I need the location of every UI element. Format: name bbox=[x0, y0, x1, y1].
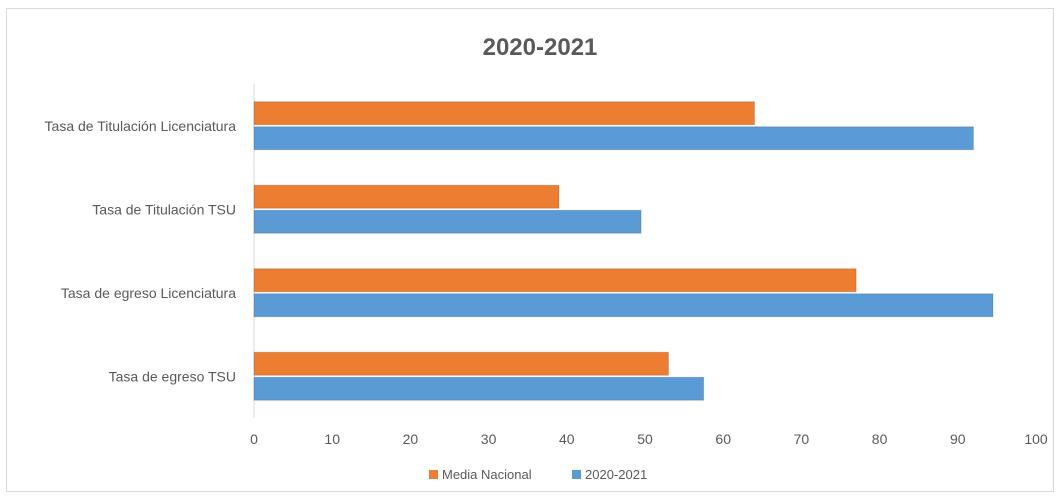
bar-media-nacional bbox=[253, 184, 560, 209]
chart-title: 2020-2021 bbox=[483, 34, 598, 61]
x-tick-label: 50 bbox=[637, 431, 653, 447]
x-tick-label: 20 bbox=[403, 431, 419, 447]
bar-2020-2021 bbox=[253, 293, 994, 318]
legend-label: Media Nacional bbox=[442, 467, 532, 482]
bar-2020-2021 bbox=[253, 126, 974, 151]
x-tick-label: 0 bbox=[250, 431, 258, 447]
x-tick-label: 40 bbox=[559, 431, 575, 447]
bar-2020-2021 bbox=[253, 376, 705, 401]
x-tick-label: 30 bbox=[481, 431, 497, 447]
x-tick-label: 100 bbox=[1024, 431, 1048, 447]
plot-area: Tasa de Titulación Licenciatura Tasa de T… bbox=[45, 84, 1048, 447]
x-tick-label: 70 bbox=[794, 431, 810, 447]
legend-label: 2020-2021 bbox=[585, 467, 647, 482]
bar-media-nacional bbox=[253, 268, 857, 293]
x-tick-label: 80 bbox=[872, 431, 888, 447]
x-tick-label: 60 bbox=[715, 431, 731, 447]
legend-item: Media Nacional bbox=[429, 467, 532, 482]
bar-media-nacional bbox=[253, 101, 755, 126]
legend-item: 2020-2021 bbox=[572, 467, 647, 482]
category-label: Tasa de Titulación TSU bbox=[92, 201, 236, 217]
bar-2020-2021 bbox=[253, 209, 642, 234]
legend-swatch bbox=[572, 470, 581, 479]
category-label: Tasa de egreso TSU bbox=[109, 368, 236, 384]
category-label: Tasa de egreso Licenciatura bbox=[61, 285, 236, 301]
x-tick-label: 90 bbox=[950, 431, 966, 447]
legend-swatch bbox=[429, 470, 438, 479]
category-label: Tasa de Titulación Licenciatura bbox=[45, 118, 237, 134]
x-tick-label: 10 bbox=[324, 431, 340, 447]
legend: Media Nacional 2020-2021 bbox=[429, 467, 647, 482]
chart-frame bbox=[6, 8, 1054, 492]
bar-media-nacional bbox=[253, 351, 669, 376]
